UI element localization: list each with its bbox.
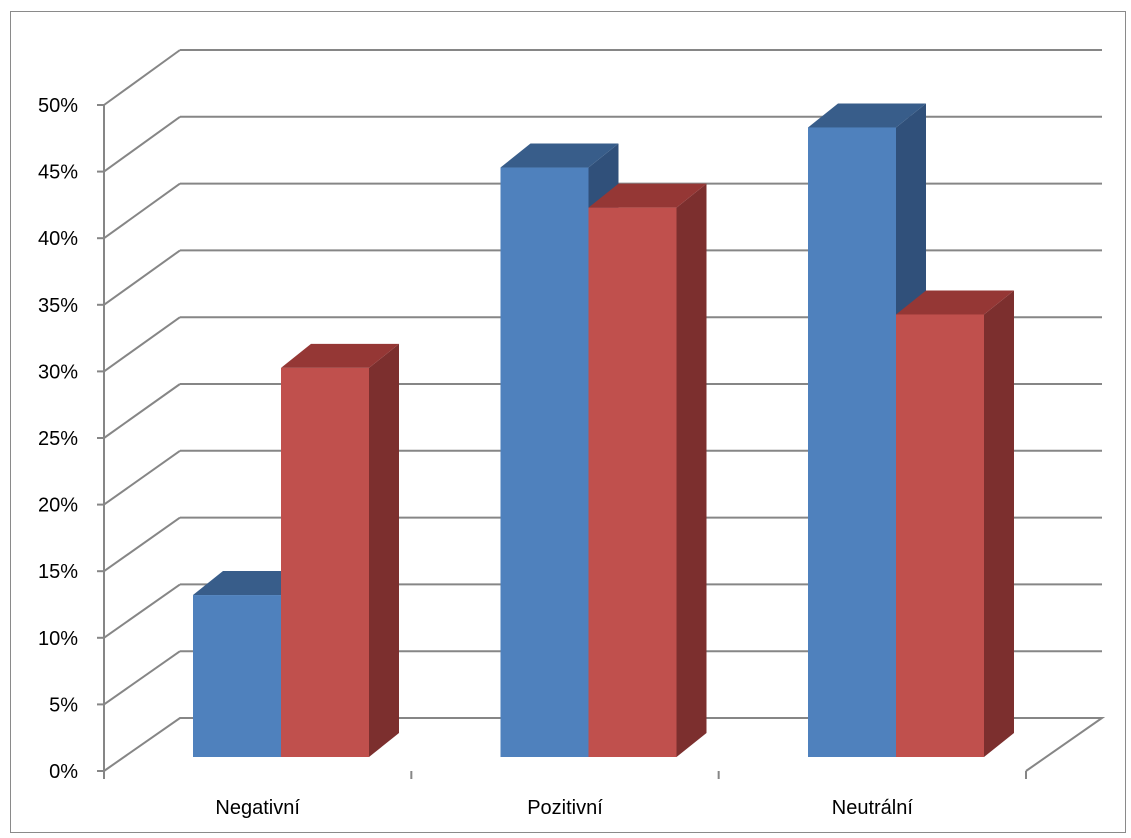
bar-side <box>676 183 707 758</box>
bar-top <box>281 343 399 368</box>
bar-top <box>500 143 619 168</box>
x-category-label: Pozitivní <box>527 797 603 819</box>
gridline-side <box>103 115 181 173</box>
y-tick-label: 5% <box>49 694 78 716</box>
bar-side <box>369 343 399 757</box>
y-tick-label: 35% <box>38 295 78 317</box>
y-tick-label: 25% <box>38 428 78 450</box>
y-tick-label: 40% <box>38 228 78 250</box>
bar-top <box>588 183 707 208</box>
gridline-side <box>103 383 181 439</box>
y-tick-label: 10% <box>38 628 78 650</box>
bar-top <box>896 290 1014 315</box>
x-category-label: Negativní <box>215 797 300 819</box>
bar <box>281 343 399 757</box>
bar-front <box>808 127 896 757</box>
bar-front <box>588 207 677 758</box>
bar-top <box>808 103 926 128</box>
y-tick-label: 50% <box>38 95 78 117</box>
y-tick-label: 15% <box>38 561 78 583</box>
y-tick-label: 30% <box>38 361 78 383</box>
gridline-side <box>103 249 181 306</box>
gridline-side <box>103 182 181 240</box>
y-tick-label: 0% <box>49 761 78 783</box>
bar <box>896 290 1014 757</box>
y-tick-label: 20% <box>38 495 78 517</box>
bar-front <box>500 167 589 757</box>
bar <box>588 183 707 758</box>
gridline-side <box>103 583 181 639</box>
y-tick-label: 45% <box>38 162 78 184</box>
bar-front <box>896 314 984 757</box>
gridline-side <box>103 449 181 506</box>
gridline-side <box>103 316 181 373</box>
chart-frame <box>10 11 1126 833</box>
axes <box>97 104 1027 779</box>
bar-side <box>984 290 1014 757</box>
gridline-side <box>103 650 181 706</box>
gridline-side <box>103 49 181 106</box>
bar-front <box>281 367 369 757</box>
x-axis-category-labels: Negativní Pozitivní Neutrální <box>215 797 913 819</box>
y-axis-tick-labels: 0% 5% 10% 15% 20% 25% 30% 35% 40% 45% 50% <box>38 95 78 783</box>
bar-front <box>193 595 281 757</box>
bars <box>193 103 1014 758</box>
x-category-label: Neutrální <box>832 797 914 819</box>
gridline-side <box>103 516 181 573</box>
